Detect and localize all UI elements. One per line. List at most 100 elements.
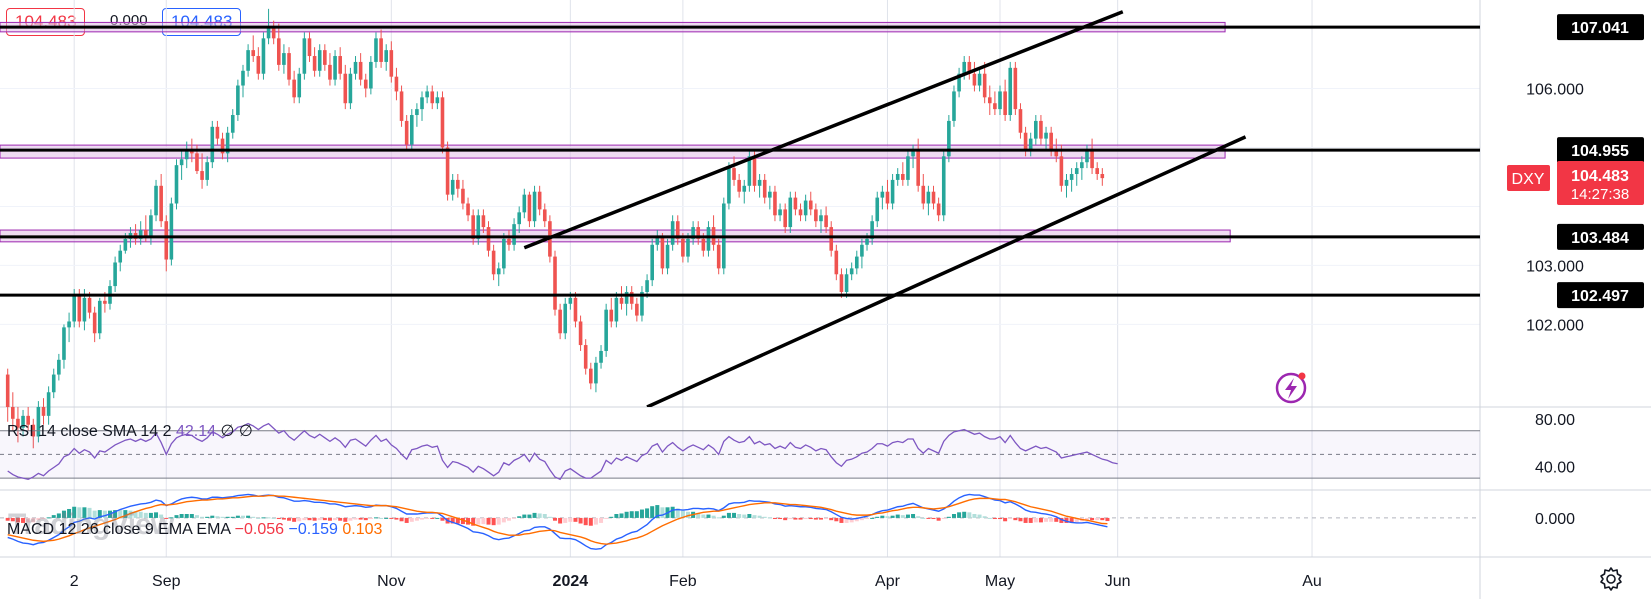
candle-body (282, 53, 286, 65)
current-price-label: 104.483 (1571, 168, 1629, 185)
candle-body (727, 168, 731, 204)
rsi-value: 42.14 (175, 423, 217, 440)
macd-hist-bar (1018, 517, 1023, 522)
macd-hist-bar (911, 514, 916, 518)
candle-body (103, 300, 107, 304)
candle-body (839, 274, 844, 292)
macd-hist-bar (123, 510, 128, 518)
time-label: Jun (1105, 573, 1131, 590)
level-tag-bg (1557, 137, 1644, 164)
candle-body (1018, 109, 1023, 133)
candle-body (369, 61, 373, 89)
rsi-legend[interactable]: RSI 14 close SMA 14 2 42.14 ∅ ∅ (7, 421, 253, 441)
macd-hist-bar (982, 516, 987, 518)
candle-body (972, 73, 977, 86)
macd-hist-bar (251, 516, 256, 518)
candle-body (1003, 91, 1007, 116)
macd-hist-bar (210, 515, 215, 518)
macd-hist-bar (174, 515, 179, 518)
macd-hist-bar (645, 508, 650, 518)
macd-hist-bar (588, 517, 593, 526)
macd-hist-bar (41, 517, 46, 520)
candle-body (11, 407, 15, 419)
macd-hist-bar (414, 517, 419, 521)
macd-hist-bar (297, 517, 302, 522)
candle-body (803, 200, 808, 216)
candle-body (660, 235, 665, 269)
candle-body (665, 244, 670, 269)
macd-hist-bar (726, 512, 731, 518)
macd-hist-bar (553, 517, 558, 521)
candle-body (36, 407, 41, 437)
candle-body (409, 115, 414, 145)
macd-hist-bar (440, 517, 445, 521)
macd-hist-bar (931, 517, 936, 520)
candle-body (138, 230, 143, 239)
macd-hist-bar (82, 507, 87, 518)
macd-hist-bar (1059, 517, 1064, 523)
candle-body (179, 159, 184, 166)
candle-body (982, 73, 987, 98)
macd-hist-bar (77, 507, 82, 518)
macd-hist-bar (5, 517, 10, 521)
macd-hist-bar (655, 505, 660, 518)
candle-body (998, 91, 1002, 110)
macd-signal-line (7, 494, 1108, 545)
macd-hist-bar (302, 517, 307, 521)
candle-body (225, 132, 230, 154)
macd-hist-bar (875, 516, 880, 518)
macd-hist-bar (849, 517, 854, 523)
candle-body (287, 53, 291, 80)
macd-hist-bar (435, 517, 440, 519)
candle-body (466, 203, 470, 216)
candle-body (1069, 174, 1074, 180)
candle-body (860, 244, 864, 257)
macd-hist-bar (486, 517, 491, 525)
macd-label: MACD 12 26 close 9 EMA EMA (7, 521, 231, 538)
candle-body (532, 191, 537, 222)
candle-body (159, 185, 163, 222)
macd-hist-bar (624, 511, 629, 518)
settings-icon[interactable] (1598, 566, 1624, 592)
macd-hist-bar (972, 514, 977, 518)
rsi-pane (0, 422, 1480, 481)
time-label: Apr (875, 573, 901, 590)
level-tag-bg (1557, 14, 1644, 41)
candle-body (941, 156, 946, 216)
lightning-icon[interactable] (1275, 372, 1307, 404)
price-axis: 106.000 103.000 102.000 80.00 40.00 0.000 (1526, 81, 1584, 527)
macd-hist-bar (788, 517, 793, 520)
macd-hist-bar (803, 517, 808, 520)
candle-body (113, 262, 117, 287)
candle-body (1039, 120, 1043, 139)
candle-body (461, 188, 465, 204)
macd-hist-bar (1003, 517, 1008, 522)
candle-body (573, 297, 578, 322)
candle-body (389, 50, 394, 77)
candle-body (123, 238, 128, 251)
macd-hist-bar (962, 511, 967, 518)
macd-hist-bar (26, 517, 31, 523)
candle-body (374, 38, 378, 62)
candle-body (1090, 150, 1094, 169)
macd-hist-bar (890, 515, 895, 518)
candle-body (271, 26, 276, 39)
candle-body (880, 191, 885, 198)
candle-body (251, 50, 256, 57)
rsi-tick-label: 80.00 (1535, 412, 1575, 429)
candle-body (691, 227, 695, 239)
candle-body (486, 227, 491, 251)
candle-body (875, 197, 880, 222)
macd-hist-bar (818, 517, 823, 520)
candle-body (67, 321, 71, 328)
macd-hist-bar (496, 517, 501, 525)
macd-hist-bar (215, 516, 220, 518)
macd-hist-bar (225, 516, 230, 518)
time-label: Au (1302, 573, 1322, 590)
macd-legend[interactable]: MACD 12 26 close 9 EMA EMA −0.056 −0.159… (7, 521, 382, 539)
macd-hist-bar (854, 517, 859, 522)
macd-hist-bar (476, 517, 481, 525)
macd-hist-bar (471, 517, 476, 526)
candle-body (1064, 179, 1069, 186)
